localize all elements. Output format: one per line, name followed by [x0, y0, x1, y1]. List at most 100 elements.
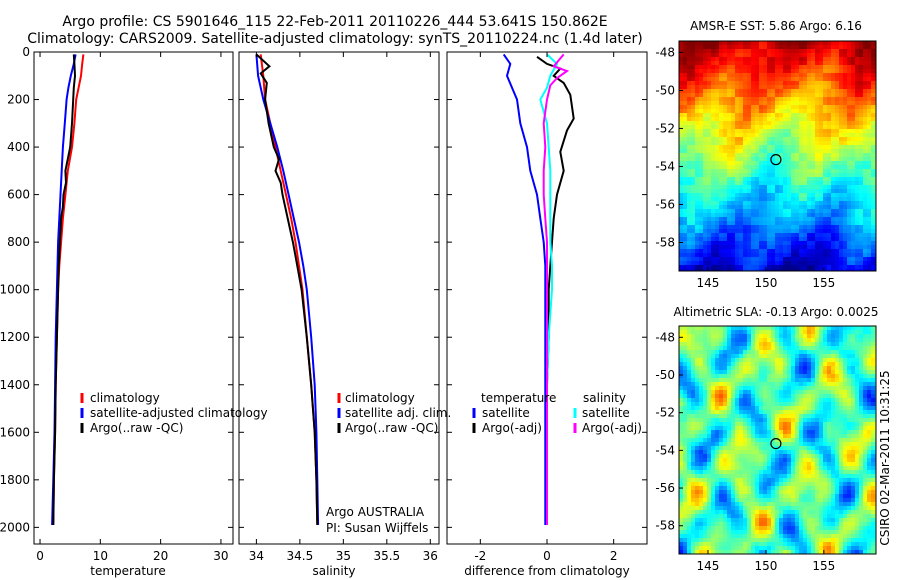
heatmap-cell — [871, 85, 875, 89]
heatmap-cell — [799, 129, 803, 133]
heatmap-cell — [811, 438, 815, 442]
heatmap-cell — [843, 422, 847, 426]
heatmap-cell — [683, 53, 687, 57]
heatmap-cell — [755, 101, 759, 105]
heatmap-cell — [839, 450, 843, 454]
heatmap-cell — [867, 161, 871, 165]
heatmap-cell — [691, 370, 695, 374]
heatmap-cell — [715, 45, 719, 49]
heatmap-cell — [703, 181, 707, 185]
heatmap-cell — [791, 338, 795, 342]
heatmap-cell — [699, 406, 703, 410]
heatmap-cell — [791, 346, 795, 350]
heatmap-cell — [703, 77, 707, 81]
heatmap-cell — [679, 217, 683, 221]
heatmap-cell — [819, 402, 823, 406]
heatmap-cell — [835, 61, 839, 65]
heatmap-cell — [815, 398, 819, 402]
heatmap-cell — [819, 149, 823, 153]
heatmap-cell — [819, 249, 823, 253]
heatmap-cell — [739, 205, 743, 209]
heatmap-cell — [767, 249, 771, 253]
heatmap-cell — [771, 45, 775, 49]
heatmap-cell — [679, 229, 683, 233]
heatmap-cell — [755, 438, 759, 442]
heatmap-cell — [871, 458, 875, 462]
heatmap-cell — [743, 57, 747, 61]
heatmap-cell — [727, 346, 731, 350]
heatmap-cell — [863, 446, 867, 450]
heatmap-cell — [859, 77, 863, 81]
heatmap-cell — [751, 185, 755, 189]
heatmap-cell — [687, 426, 691, 430]
heatmap-cell — [811, 145, 815, 149]
heatmap-cell — [839, 197, 843, 201]
heatmap-cell — [763, 253, 767, 257]
heatmap-cell — [783, 470, 787, 474]
heatmap-cell — [847, 89, 851, 93]
heatmap-cell — [779, 77, 783, 81]
heatmap-cell — [743, 386, 747, 390]
heatmap-cell — [871, 213, 875, 217]
heatmap-cell — [823, 265, 827, 269]
heatmap-cell — [707, 470, 711, 474]
heatmap-cell — [707, 261, 711, 265]
heatmap-cell — [711, 177, 715, 181]
heatmap-cell — [719, 109, 723, 113]
heatmap-cell — [811, 249, 815, 253]
heatmap-cell — [679, 237, 683, 241]
heatmap-cell — [763, 241, 767, 245]
heatmap-cell — [711, 137, 715, 141]
heatmap-cell — [855, 185, 859, 189]
heatmap-cell — [775, 113, 779, 117]
heatmap-cell — [815, 406, 819, 410]
heatmap-cell — [811, 374, 815, 378]
heatmap-cell — [723, 370, 727, 374]
heatmap-cell — [743, 185, 747, 189]
heatmap-cell — [791, 378, 795, 382]
heatmap-cell — [859, 217, 863, 221]
heatmap-cell — [787, 221, 791, 225]
heatmap-cell — [855, 378, 859, 382]
heatmap-cell — [783, 253, 787, 257]
heatmap-cell — [695, 253, 699, 257]
heatmap-cell — [691, 414, 695, 418]
heatmap-cell — [739, 474, 743, 478]
heatmap-cell — [743, 398, 747, 402]
heatmap-cell — [823, 257, 827, 261]
heatmap-cell — [711, 257, 715, 261]
heatmap-cell — [851, 217, 855, 221]
heatmap-cell — [683, 434, 687, 438]
heatmap-cell — [755, 181, 759, 185]
heatmap-cell — [807, 438, 811, 442]
heatmap-cell — [735, 261, 739, 265]
heatmap-cell — [855, 209, 859, 213]
heatmap-cell — [815, 205, 819, 209]
heatmap-cell — [727, 334, 731, 338]
heatmap-cell — [783, 374, 787, 378]
heatmap-cell — [723, 245, 727, 249]
heatmap-cell — [695, 93, 699, 97]
heatmap-cell — [751, 213, 755, 217]
heatmap-cell — [867, 113, 871, 117]
heatmap-cell — [859, 426, 863, 430]
heatmap-cell — [727, 113, 731, 117]
heatmap-cell — [803, 117, 807, 121]
heatmap-cell — [743, 101, 747, 105]
heatmap-cell — [695, 129, 699, 133]
heatmap-cell — [775, 382, 779, 386]
heatmap-cell — [715, 261, 719, 265]
heatmap-cell — [743, 45, 747, 49]
heatmap-cell — [695, 434, 699, 438]
heatmap-cell — [819, 85, 823, 89]
heatmap-cell — [831, 454, 835, 458]
heatmap-cell — [731, 209, 735, 213]
heatmap-cell — [723, 149, 727, 153]
heatmap-cell — [871, 41, 875, 45]
heatmap-cell — [751, 209, 755, 213]
heatmap-cell — [787, 205, 791, 209]
heatmap-cell — [683, 97, 687, 101]
heatmap-cell — [815, 233, 819, 237]
heatmap-cell — [767, 145, 771, 149]
heatmap-cell — [699, 366, 703, 370]
